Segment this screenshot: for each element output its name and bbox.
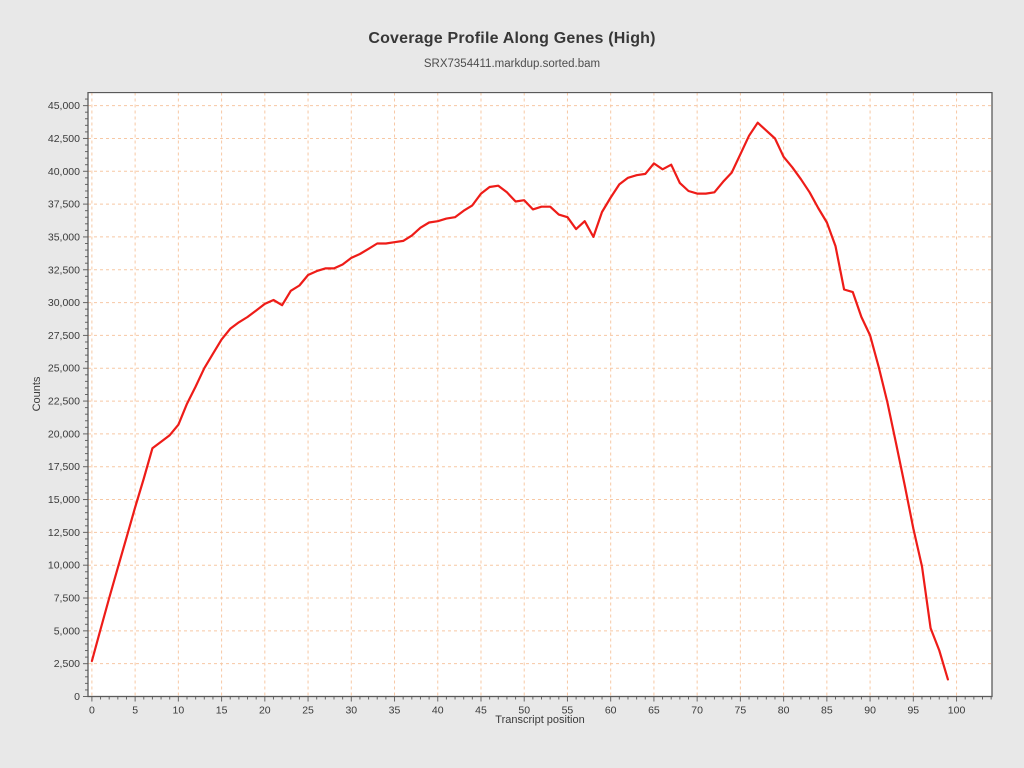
x-tick-label: 65 xyxy=(648,705,660,717)
x-tick-label: 80 xyxy=(778,705,790,717)
x-tick-label: 50 xyxy=(518,705,530,717)
plot-background xyxy=(88,92,992,697)
y-tick-label: 7,500 xyxy=(54,593,80,605)
x-axis-title: Transcript position xyxy=(495,714,585,726)
x-tick-label: 75 xyxy=(735,705,747,717)
y-tick-label: 45,000 xyxy=(48,100,80,112)
y-tick-label: 40,000 xyxy=(48,166,80,178)
x-tick-label: 60 xyxy=(605,705,617,717)
x-tick-label: 20 xyxy=(259,705,271,717)
x-tick-label: 100 xyxy=(948,705,966,717)
plot-border xyxy=(87,92,993,698)
chart-title: Coverage Profile Along Genes (High) xyxy=(368,30,656,47)
y-tick-label: 2,500 xyxy=(54,658,80,670)
y-tick-label: 42,500 xyxy=(48,133,80,145)
y-tick-label: 15,000 xyxy=(48,494,80,506)
y-tick-label: 12,500 xyxy=(48,527,80,539)
y-tick-label: 30,000 xyxy=(48,297,80,309)
y-tick-label: 10,000 xyxy=(48,560,80,572)
x-tick-label: 30 xyxy=(345,705,357,717)
x-tick-label: 90 xyxy=(864,705,876,717)
x-tick-label: 10 xyxy=(173,705,185,717)
x-tick-label: 15 xyxy=(216,705,228,717)
x-tick-label: 40 xyxy=(432,705,444,717)
y-tick-label: 22,500 xyxy=(48,396,80,408)
x-tick-label: 55 xyxy=(562,705,574,717)
y-tick-label: 5,000 xyxy=(54,625,80,637)
y-tick-label: 37,500 xyxy=(48,199,80,211)
x-tick-label: 5 xyxy=(132,705,138,717)
chart-area: 0 5 10 15 20 25 30 35 40 45 50 55 60 65 70 75 80 85 90 95 10… xyxy=(40,92,1000,724)
y-tick-label: 32,500 xyxy=(48,264,80,276)
y-tick-label: 25,000 xyxy=(48,363,80,375)
x-tick-label: 95 xyxy=(907,705,919,717)
x-tick-label: 25 xyxy=(302,705,314,717)
x-tick-label: 70 xyxy=(691,705,703,717)
x-tick-label: 0 xyxy=(89,705,95,717)
y-tick-label: 20,000 xyxy=(48,428,80,440)
y-axis-title: Counts xyxy=(31,376,43,412)
y-tick-label: 35,000 xyxy=(48,231,80,243)
y-tick-label: 17,500 xyxy=(48,461,80,473)
x-tick-label: 35 xyxy=(389,705,401,717)
x-tick-label: 85 xyxy=(821,705,833,717)
y-tick-label: 0 xyxy=(74,691,80,703)
x-tick-label: 45 xyxy=(475,705,487,717)
chart-subtitle: SRX7354411.markdup.sorted.bam xyxy=(423,58,601,70)
coverage-line-chart: 0 5 10 15 20 25 30 35 40 45 50 55 60 65 70 75 80 85 90 95 10… xyxy=(48,92,993,717)
y-tick-label: 27,500 xyxy=(48,330,80,342)
coverage-series-line xyxy=(90,121,950,681)
